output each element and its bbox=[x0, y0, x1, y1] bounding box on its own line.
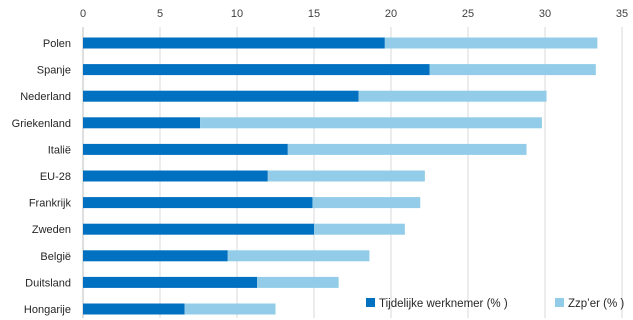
category-label: België bbox=[40, 251, 71, 263]
legend-swatch-tijdelijke bbox=[366, 298, 375, 307]
bar-tijdelijke bbox=[83, 223, 314, 235]
x-tick-label: 0 bbox=[80, 8, 86, 20]
legend-label-tijdelijke: Tijdelijke werknemer (% ) bbox=[379, 298, 508, 310]
category-label: Frankrijk bbox=[29, 198, 72, 210]
bar-tijdelijke bbox=[83, 276, 258, 288]
category-labels: Polen Spanje Nederland Griekenland Italië EU-… bbox=[12, 38, 72, 316]
bar-zzp bbox=[312, 197, 421, 209]
bar-tijdelijke bbox=[83, 170, 268, 182]
bar-tijdelijke bbox=[83, 117, 201, 129]
category-label: Italië bbox=[48, 144, 71, 156]
bar-tijdelijke bbox=[83, 303, 185, 315]
x-tick-label: 5 bbox=[157, 8, 163, 20]
x-tick-label: 15 bbox=[308, 8, 320, 20]
category-label: EU-28 bbox=[40, 171, 71, 183]
category-label: Spanje bbox=[37, 65, 71, 77]
bar-zzp bbox=[200, 117, 542, 129]
bar-zzp bbox=[314, 223, 405, 235]
category-label: Hongarije bbox=[24, 304, 71, 316]
bar-tijdelijke bbox=[83, 250, 228, 262]
bar-zzp bbox=[227, 250, 370, 262]
bar-zzp bbox=[358, 90, 547, 102]
category-label: Zweden bbox=[32, 224, 71, 236]
bar-tijdelijke bbox=[83, 90, 359, 102]
category-label: Polen bbox=[43, 38, 71, 50]
bar-tijdelijke bbox=[83, 37, 385, 49]
category-label: Duitsland bbox=[25, 277, 71, 289]
bar-zzp bbox=[184, 303, 276, 315]
bar-zzp bbox=[267, 170, 425, 182]
bar-zzp bbox=[429, 64, 596, 76]
category-label: Nederland bbox=[20, 91, 71, 103]
legend: Tijdelijke werknemer (% ) Zzp’er (% ) bbox=[366, 298, 624, 310]
x-tick-label: 30 bbox=[539, 8, 551, 20]
bar-tijdelijke bbox=[83, 143, 288, 155]
bar-zzp bbox=[384, 37, 598, 49]
x-tick-label: 35 bbox=[616, 8, 628, 20]
bars bbox=[83, 37, 598, 315]
x-tick-label: 10 bbox=[231, 8, 243, 20]
category-label: Griekenland bbox=[12, 118, 71, 130]
bar-tijdelijke bbox=[83, 197, 313, 209]
x-tick-label: 20 bbox=[385, 8, 397, 20]
legend-label-zzp: Zzp’er (% ) bbox=[568, 298, 624, 310]
legend-swatch-zzp bbox=[555, 298, 564, 307]
bar-tijdelijke bbox=[83, 64, 430, 76]
bar-zzp bbox=[257, 276, 339, 288]
x-tick-label: 25 bbox=[462, 8, 474, 20]
x-axis-ticks: 0 5 10 15 20 25 30 35 bbox=[80, 8, 628, 20]
bar-zzp bbox=[287, 143, 527, 155]
